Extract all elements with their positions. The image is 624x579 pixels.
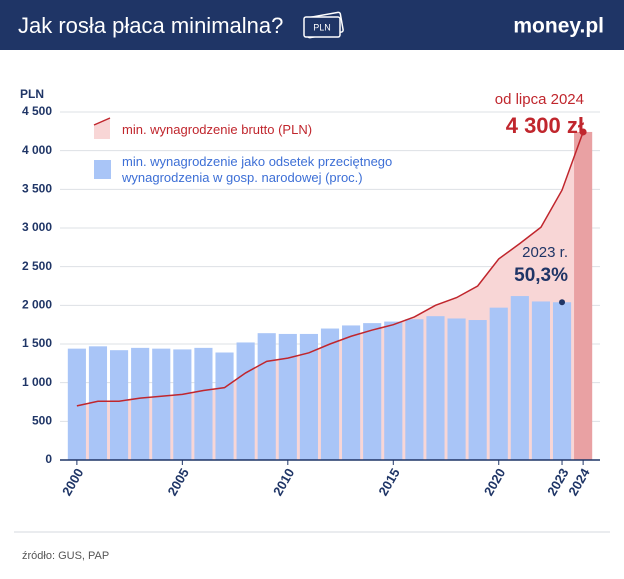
bar [152,348,171,460]
bar [552,302,572,460]
y-tick-label: 2 000 [22,298,52,312]
y-tick-label: 4 000 [22,143,52,157]
bar [320,328,340,460]
highlight-bar [574,131,593,460]
bar [447,318,466,460]
y-tick-label: 0 [45,452,52,466]
y-tick-label: 4 500 [22,104,52,118]
y-tick-label: 1 000 [22,375,52,389]
bar [88,346,108,460]
page-title: Jak rosła płaca minimalna? [18,13,283,38]
bar [194,347,213,460]
bar [215,352,234,460]
bar [131,347,150,460]
y-axis-label: PLN [20,87,44,101]
bar [426,316,445,460]
x-tick-label: 2000 [59,466,86,499]
bar [468,320,487,460]
bar [363,323,382,460]
bar [510,296,529,460]
icon-text: PLN [313,22,331,32]
x-tick-label: 2024 [565,465,593,498]
bar [531,301,551,460]
bar [278,333,297,460]
bar [67,348,86,460]
line [76,131,584,407]
brand: money.pl [513,15,604,38]
y-tick-label: 1 500 [22,336,52,350]
pln-icon: PLN [303,11,344,39]
annotation: od lipca 2024 [495,91,584,108]
x-tick-label: 2015 [375,466,402,499]
line-end-dot [579,128,587,136]
y-tick-label: 3 000 [22,220,52,234]
bar-marker-dot [559,299,566,306]
bar [405,319,424,460]
annotation: 50,3% [514,265,568,286]
bar [489,307,508,460]
annotation: 4 300 zł [506,113,584,138]
bar [173,349,192,460]
legend-label: min. wynagrodzenie brutto (PLN) [122,122,313,137]
y-tick-label: 3 500 [22,182,52,196]
bar [342,325,361,460]
y-tick-label: 500 [32,414,52,428]
bar [299,333,318,460]
annotation: 2023 r. [522,244,568,261]
source: źródło: GUS, PAP [22,550,109,562]
x-tick-label: 2005 [164,466,191,499]
x-tick-label: 2020 [481,466,508,499]
legend-swatch [93,117,111,126]
bar [109,350,129,460]
bar [384,321,403,460]
x-tick-label: 2010 [270,466,297,499]
legend-label: min. wynagrodzenie jako odsetek przecięt… [122,154,393,185]
x-tick-label: 2023 [544,466,571,499]
bar [257,333,276,460]
bar [236,342,255,460]
y-tick-label: 2 500 [22,259,52,273]
legend-swatch [94,160,111,179]
